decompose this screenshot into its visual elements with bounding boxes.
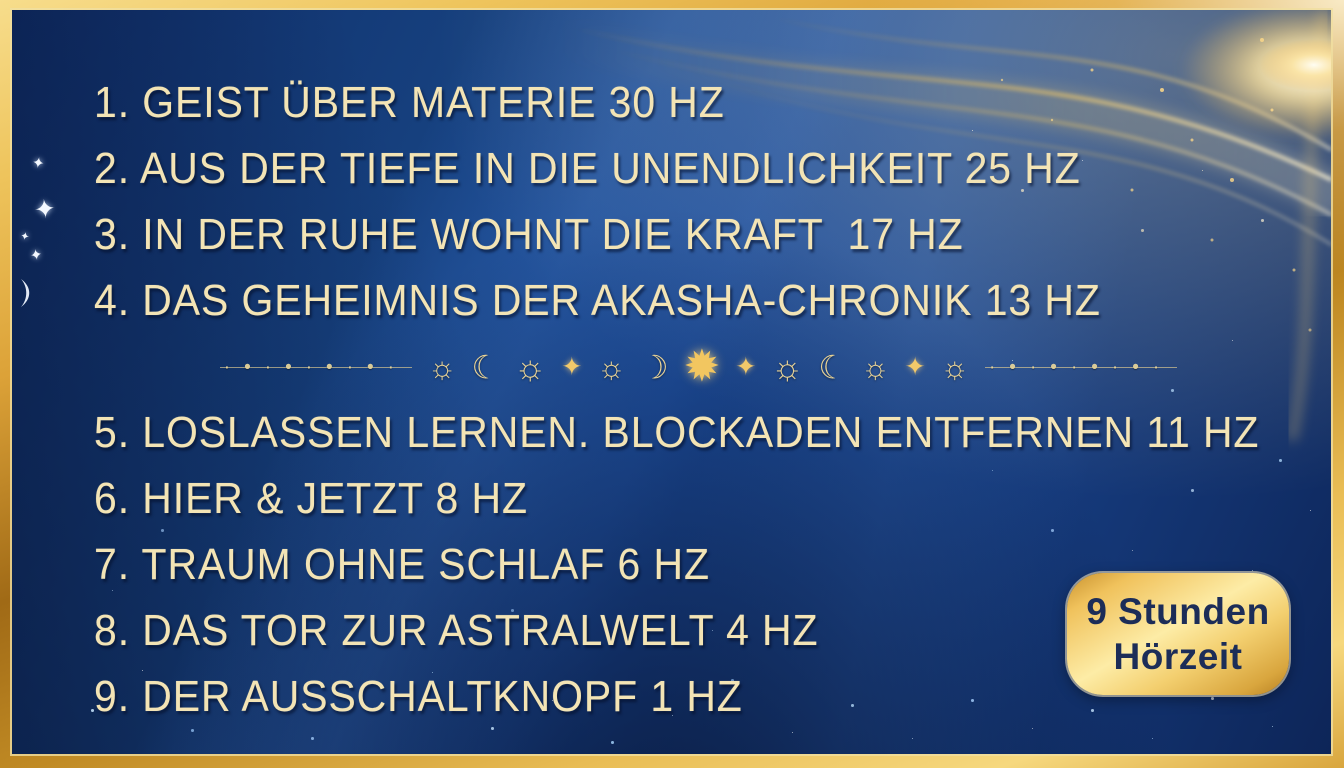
sun-icon: ☼ — [861, 349, 890, 385]
crescent-moon-icon: ☾ — [818, 348, 847, 386]
crescent-icon — [21, 279, 30, 307]
sparkle-icon: ✦ — [28, 246, 44, 265]
sunburst-icon: ✹ — [683, 342, 721, 391]
duration-badge: 9 Stunden Hörzeit — [1067, 573, 1289, 695]
divider-symbols: ☼ ☾ ☼ ✦ ☼ ☽ ✹ ✦ ☼ ☾ ☼ ✦ ☼ — [428, 345, 969, 389]
crescent-moon-icon: ☽ — [640, 348, 669, 386]
sun-icon: ☼ — [597, 349, 626, 385]
track-item-7: 7. TRAUM OHNE SCHLAF 6 HZ — [94, 540, 710, 589]
sparkle-icon: ✦ — [18, 230, 31, 244]
badge-line-2: Hörzeit — [1113, 636, 1243, 677]
track-item-4: 4. DAS GEHEIMNIS DER AKASHA-CHRONIK 13 H… — [94, 276, 1101, 325]
track-item-6: 6. HIER & JETZT 8 HZ — [94, 474, 528, 523]
four-point-star-icon: ✦ — [735, 352, 757, 381]
divider-dots-right: ·•·•·•·•· — [984, 357, 1178, 377]
sun-icon: ☼ — [428, 349, 457, 385]
four-point-star-icon: ✦ — [904, 352, 926, 381]
track-list: 1. GEIST ÜBER MATERIE 30 HZ 2. AUS DER T… — [94, 70, 1303, 730]
track-item-3: 3. IN DER RUHE WOHNT DIE KRAFT 17 HZ — [94, 210, 964, 259]
sparkle-icon: ✦ — [30, 154, 46, 173]
sun-icon: ☼ — [940, 349, 969, 385]
four-point-star-icon: ✦ — [561, 352, 583, 381]
sun-icon: ☼ — [771, 347, 804, 387]
sparkle-icon: ✦ — [32, 192, 58, 226]
sun-icon: ☼ — [514, 347, 547, 387]
starfield-decoration — [12, 10, 13, 11]
badge-line-1: 9 Stunden — [1086, 590, 1270, 632]
divider-dots-left: ·•·•·•·•· — [219, 357, 413, 377]
celestial-divider: ·•·•·•·•· ☼ ☾ ☼ ✦ ☼ ☽ ✹ ✦ ☼ ☾ ☼ ✦ ☼ ·•·•… — [94, 334, 1303, 400]
track-item-9: 9. DER AUSSCHALTKNOPF 1 HZ — [94, 672, 743, 721]
track-item-8: 8. DAS TOR ZUR ASTRALWELT 4 HZ — [94, 606, 819, 655]
track-item-1: 1. GEIST ÜBER MATERIE 30 HZ — [94, 78, 725, 127]
track-item-2: 2. AUS DER TIEFE IN DIE UNENDLICHKEIT 25… — [94, 144, 1081, 193]
track-item-5: 5. LOSLASSEN LERNEN. BLOCKADEN ENTFERNEN… — [94, 408, 1260, 457]
poster-background: ✦ ✦ ✦ ✦ 1. GEIST ÜBER MATERIE 30 HZ 2. A… — [12, 10, 1331, 754]
crescent-moon-icon: ☾ — [471, 348, 500, 386]
